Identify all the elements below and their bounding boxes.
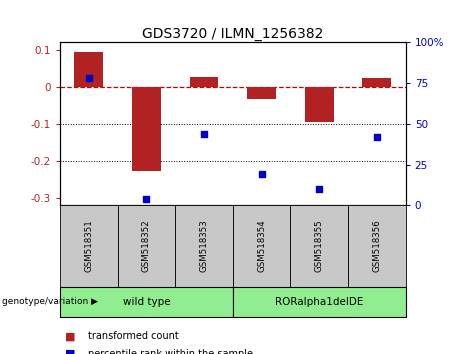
Bar	[189, 77, 219, 87]
Text: wild type: wild type	[123, 297, 170, 307]
Text: ■: ■	[65, 331, 75, 341]
Point	[373, 134, 381, 140]
Bar	[132, 87, 161, 171]
Bar	[60, 287, 233, 317]
Point	[315, 186, 323, 192]
Text: GSM518351: GSM518351	[84, 219, 93, 273]
Text: transformed count: transformed count	[88, 331, 178, 341]
Bar	[74, 52, 103, 87]
Bar	[118, 205, 175, 287]
Text: GSM518352: GSM518352	[142, 219, 151, 273]
Text: GSM518354: GSM518354	[257, 219, 266, 273]
Text: RORalpha1delDE: RORalpha1delDE	[275, 297, 363, 307]
Text: genotype/variation ▶: genotype/variation ▶	[2, 297, 98, 306]
Text: GSM518355: GSM518355	[315, 219, 324, 273]
Bar	[305, 87, 334, 122]
Bar	[290, 205, 348, 287]
Bar	[233, 287, 406, 317]
Text: percentile rank within the sample: percentile rank within the sample	[88, 349, 253, 354]
Point	[258, 172, 266, 177]
Title: GDS3720 / ILMN_1256382: GDS3720 / ILMN_1256382	[142, 28, 324, 41]
Point	[200, 131, 207, 137]
Text: ■: ■	[65, 349, 75, 354]
Text: GSM518353: GSM518353	[200, 219, 208, 273]
Bar	[348, 205, 406, 287]
Point	[142, 196, 150, 202]
Point	[85, 75, 92, 81]
Text: GSM518356: GSM518356	[372, 219, 381, 273]
Bar	[247, 87, 276, 99]
Bar	[362, 78, 391, 87]
Bar	[175, 205, 233, 287]
Bar	[60, 205, 118, 287]
Bar	[233, 205, 290, 287]
